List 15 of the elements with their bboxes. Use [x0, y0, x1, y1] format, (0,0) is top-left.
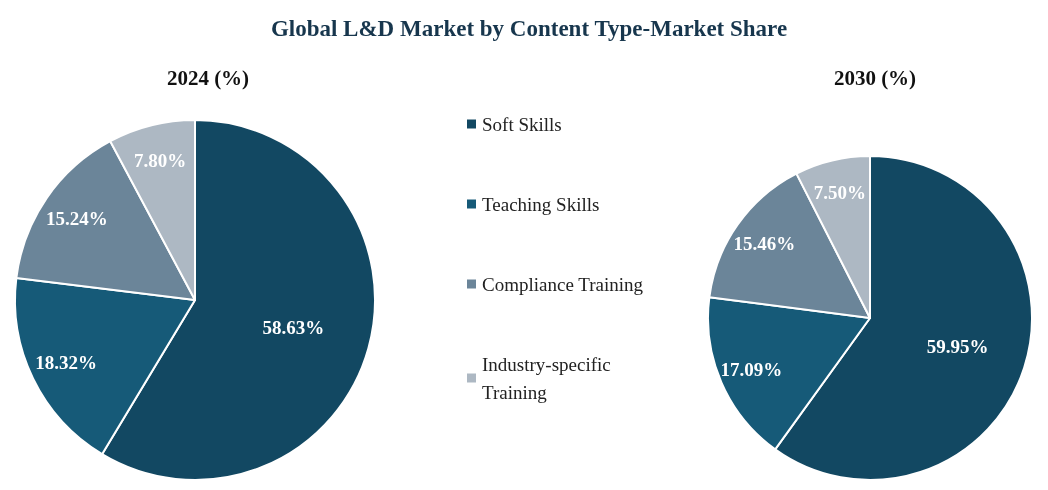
chart-title: Global L&D Market by Content Type-Market Share	[270, 16, 788, 41]
data-label: 15.46%	[733, 232, 796, 254]
legend-label: Industry-specific Training	[482, 353, 616, 403]
data-label: 17.09%	[720, 358, 783, 380]
data-label: 58.63%	[262, 316, 325, 338]
legend-label: Compliance Training	[482, 273, 644, 295]
chart-subtitle: 2030 (%)	[833, 65, 917, 90]
chart-subtitle: 2024 (%)	[166, 65, 250, 90]
data-label: 15.24%	[45, 208, 108, 230]
data-label: 7.80%	[134, 150, 187, 172]
data-label: 59.95%	[926, 335, 989, 357]
data-label: 7.50%	[813, 181, 866, 203]
legend-label: Teaching Skills	[482, 193, 600, 215]
legend-label: Soft Skills	[482, 113, 562, 135]
data-label: 18.32%	[35, 352, 97, 374]
